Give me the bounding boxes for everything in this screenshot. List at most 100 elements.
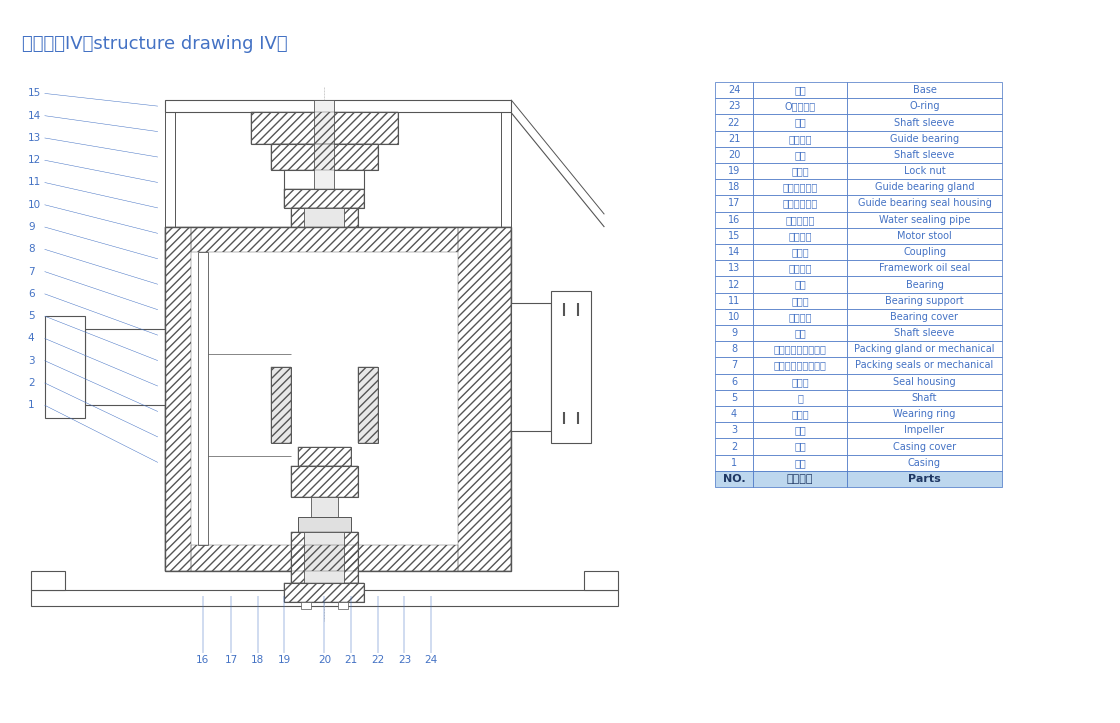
Text: 轴套: 轴套	[794, 328, 806, 338]
Text: 5: 5	[28, 311, 35, 321]
Text: 16: 16	[196, 654, 209, 664]
Bar	[847, 82, 1002, 98]
Bar	[715, 244, 753, 260]
Bar	[753, 179, 847, 195]
Text: 泵盖: 泵盖	[794, 442, 806, 451]
Text: Impeller: Impeller	[905, 425, 944, 435]
Bar	[311, 294, 338, 313]
Text: 联轴器: 联轴器	[791, 247, 809, 257]
Bar	[585, 570, 618, 590]
Text: 叶轮: 叶轮	[794, 425, 806, 435]
Bar	[753, 390, 847, 406]
Text: Motor stool: Motor stool	[897, 231, 952, 241]
Bar	[715, 260, 753, 276]
Text: 5: 5	[731, 393, 737, 403]
Bar	[753, 114, 847, 131]
Text: 机械密封或填料密封: 机械密封或填料密封	[774, 361, 827, 370]
Bar	[847, 131, 1002, 147]
Text: Shaft: Shaft	[912, 393, 937, 403]
Text: O-ring: O-ring	[909, 101, 940, 111]
Text: 水导轴承压盖: 水导轴承压盖	[783, 182, 818, 192]
Bar	[311, 497, 338, 516]
Bar	[847, 325, 1002, 341]
Text: Guide bearing seal housing: Guide bearing seal housing	[858, 199, 991, 208]
Text: 23: 23	[398, 654, 411, 664]
Text: 22: 22	[728, 118, 740, 127]
Bar	[311, 259, 338, 278]
Bar	[715, 341, 753, 357]
Bar	[847, 179, 1002, 195]
Text: 9: 9	[28, 222, 35, 232]
Text: 机封压盖或填料压盖: 机封压盖或填料压盖	[774, 344, 827, 354]
Text: 4: 4	[731, 409, 737, 419]
Text: 11: 11	[28, 177, 41, 187]
Bar	[284, 189, 364, 208]
Text: Casing: Casing	[908, 458, 941, 468]
Bar	[715, 114, 753, 131]
Bar	[251, 113, 398, 145]
Bar	[847, 455, 1002, 471]
Text: 9: 9	[731, 328, 737, 338]
Bar	[753, 357, 847, 374]
Bar	[511, 304, 551, 431]
Text: Coupling: Coupling	[903, 247, 946, 257]
Bar	[847, 98, 1002, 114]
Text: 16: 16	[728, 215, 740, 225]
Text: 10: 10	[28, 200, 41, 210]
Bar	[338, 364, 348, 370]
Bar	[753, 82, 847, 98]
Bar	[753, 276, 847, 293]
Bar	[847, 309, 1002, 325]
Text: Framework oil seal: Framework oil seal	[879, 263, 970, 273]
Bar	[357, 367, 377, 443]
Text: 17: 17	[224, 654, 237, 664]
Ellipse shape	[231, 335, 418, 475]
Text: 圆螺母: 圆螺母	[791, 166, 809, 176]
Text: Shaft sleeve: Shaft sleeve	[895, 150, 954, 160]
Text: 零件名称: 零件名称	[786, 474, 813, 484]
Bar	[31, 590, 618, 606]
Bar	[753, 455, 847, 471]
Bar	[284, 170, 364, 189]
Bar	[715, 309, 753, 325]
Bar	[753, 406, 847, 422]
Text: 12: 12	[28, 155, 41, 166]
Bar	[298, 516, 352, 532]
Bar	[847, 195, 1002, 212]
Bar	[357, 367, 377, 443]
Bar	[753, 341, 847, 357]
Text: Shaft sleeve: Shaft sleeve	[895, 328, 954, 338]
Text: 密封环: 密封环	[791, 409, 809, 419]
Ellipse shape	[111, 341, 138, 393]
Text: 6: 6	[28, 288, 35, 299]
Bar	[315, 100, 335, 513]
Bar	[291, 532, 357, 583]
Bar	[715, 422, 753, 438]
Text: 4: 4	[28, 333, 35, 343]
Text: 13: 13	[728, 263, 740, 273]
Bar	[271, 367, 291, 443]
Bar	[847, 341, 1002, 357]
Bar	[715, 179, 753, 195]
Bar	[753, 131, 847, 147]
Bar	[271, 145, 377, 170]
Text: Guide bearing gland: Guide bearing gland	[875, 182, 974, 192]
Text: 23: 23	[728, 101, 740, 111]
Bar	[165, 227, 192, 570]
Bar	[753, 293, 847, 309]
Bar	[753, 244, 847, 260]
Text: 13: 13	[28, 133, 41, 143]
Text: 14: 14	[28, 111, 41, 121]
Bar	[847, 147, 1002, 163]
Text: 19: 19	[728, 166, 740, 176]
Bar	[847, 374, 1002, 390]
Bar	[847, 422, 1002, 438]
Text: 1: 1	[28, 400, 35, 410]
Bar	[847, 406, 1002, 422]
Bar	[715, 293, 753, 309]
Bar	[284, 583, 364, 602]
Bar	[847, 390, 1002, 406]
Text: Base: Base	[913, 85, 936, 95]
Ellipse shape	[278, 367, 371, 443]
Text: Packing gland or mechanical: Packing gland or mechanical	[855, 344, 995, 354]
